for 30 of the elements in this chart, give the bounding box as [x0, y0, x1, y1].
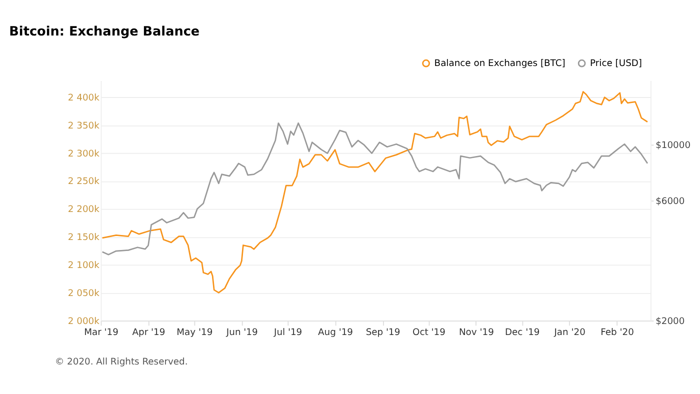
x-tick-label: Nov '19	[458, 326, 494, 338]
y-tick-label: 2 250k	[68, 176, 100, 188]
line-series	[102, 91, 648, 294]
y-tick-label: 2 350k	[68, 120, 100, 132]
text: © 2020. All Rights Reserved.	[54, 356, 188, 368]
x-tick-label: Jan '20	[553, 326, 586, 338]
x-tick-label: Sep '19	[366, 326, 400, 338]
x-tick-label: Oct '19	[412, 326, 446, 338]
x-tick-label: May '19	[176, 326, 213, 338]
y2-tick-label: $6000	[656, 196, 685, 207]
y2-tick-label: $10000	[656, 140, 691, 151]
y-tick-label: 2 000k	[68, 316, 100, 327]
line-series	[102, 122, 648, 256]
x-tick-label: Mar '19	[84, 326, 119, 338]
x-tick-label: Dec '19	[504, 326, 540, 338]
x-tick-label: Jun '19	[225, 326, 258, 338]
x-tick-label: Apr '19	[132, 326, 166, 338]
y-tick-label: 2 100k	[68, 260, 100, 271]
x-tick-label: Aug '19	[318, 326, 354, 338]
legend-label: Price [USD]	[590, 58, 642, 70]
x-tick-label: Jul '19	[272, 326, 302, 338]
y-tick-label: 2 050k	[68, 288, 100, 299]
x-tick-label: Feb '20	[600, 326, 634, 338]
y-tick-label: 2 400k	[68, 92, 100, 104]
y-tick-label: 2 200k	[68, 204, 100, 216]
y-tick-label: 2 150k	[68, 232, 100, 244]
chart-title: Bitcoin: Exchange Balance	[9, 24, 200, 40]
y-tick-label: 2 300k	[68, 148, 100, 160]
y2-tick-label: $2000	[656, 316, 685, 327]
legend-label: Balance on Exchanges [BTC]	[434, 58, 566, 70]
